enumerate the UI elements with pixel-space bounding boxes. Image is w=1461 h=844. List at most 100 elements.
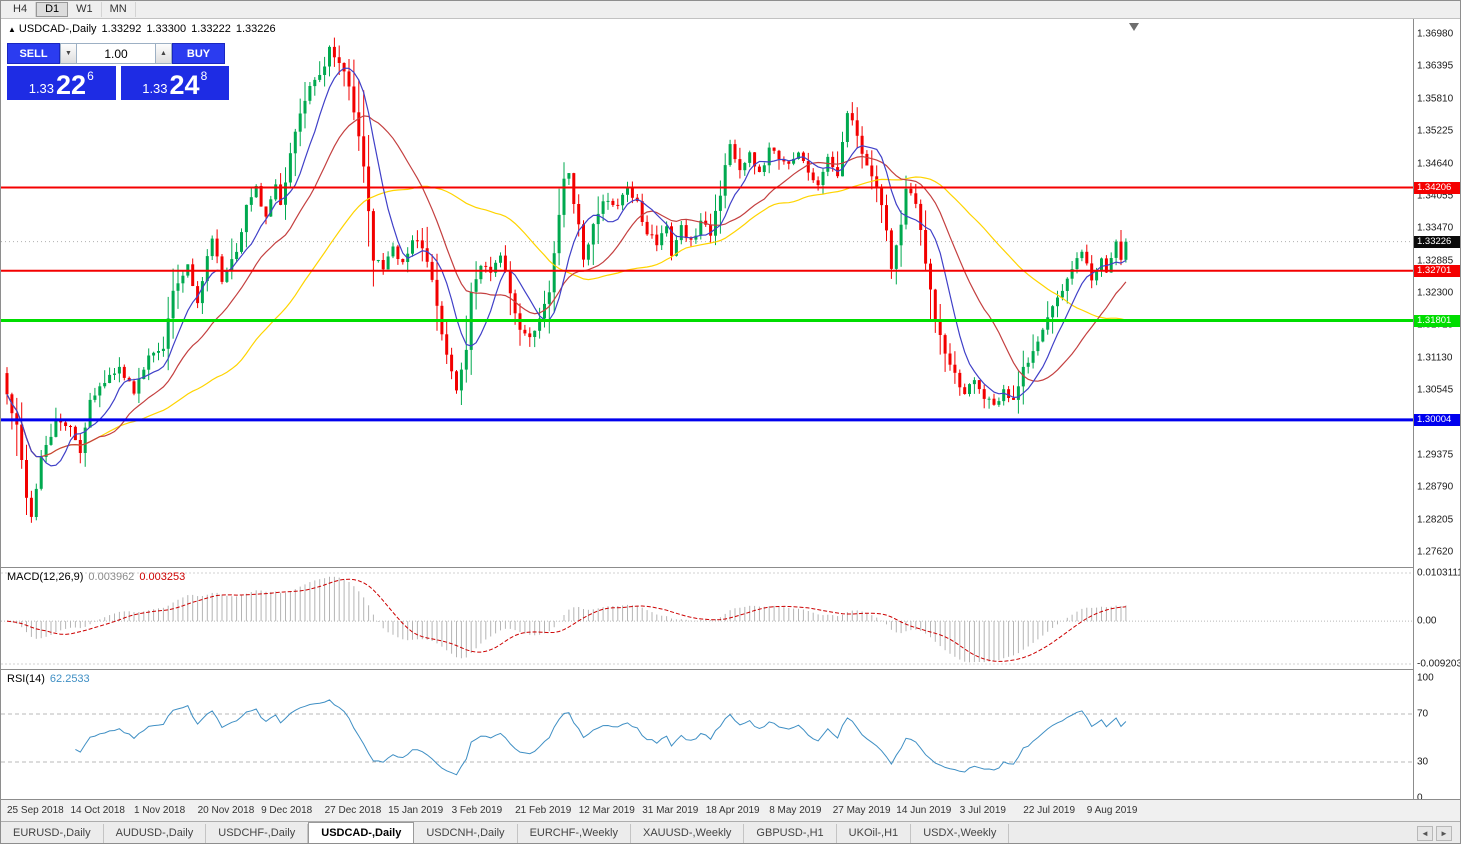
macd-signal-value: 0.003253 (139, 571, 186, 583)
price-line-label: 1.30004 (1414, 413, 1460, 426)
sell-button[interactable]: SELL (7, 43, 60, 64)
date-tick-label: 25 Sep 2018 (7, 805, 64, 816)
date-tick-label: 14 Oct 2018 (70, 805, 125, 816)
ohlc-open: 1.33292 (101, 23, 142, 35)
date-tick-label: 27 May 2019 (832, 805, 891, 816)
buy-button[interactable]: BUY (172, 43, 225, 64)
price-tick-label: 1.35810 (1417, 93, 1454, 105)
price-tick-label: 1.30545 (1417, 384, 1454, 396)
date-tick-label: 27 Dec 2018 (324, 805, 382, 816)
macd-tick-label: 0.00 (1417, 615, 1437, 627)
date-tick-label: 8 May 2019 (769, 805, 822, 816)
date-tick-label: 12 Mar 2019 (578, 805, 635, 816)
chart-tab-xauusd-weekly[interactable]: XAUUSD-,Weekly (631, 824, 745, 843)
date-tick-label: 9 Dec 2018 (261, 805, 313, 816)
ohlc-low: 1.33222 (191, 23, 231, 35)
timeframe-button-w1[interactable]: W1 (68, 2, 102, 17)
rsi-value: 62.2533 (49, 673, 90, 685)
chart-tab-usdcad-daily[interactable]: USDCAD-,Daily (308, 822, 415, 843)
date-tick-label: 18 Apr 2019 (705, 805, 760, 816)
price-axis: 1.36980 1.36395 1.35810 1.35225 1.34640 1.340… (1414, 19, 1461, 804)
bid-price-big: 22 (56, 70, 87, 101)
macd-tick-label: 0.0103111 (1417, 567, 1461, 579)
rsi-indicator-label: RSI(14) 62.2533 (7, 673, 90, 685)
price-tick-label: 1.36980 (1417, 28, 1454, 40)
bid-price-prefix: 1.33 (28, 81, 55, 97)
ask-price-big: 24 (169, 70, 200, 101)
date-tick-label: 15 Jan 2019 (388, 805, 444, 816)
tab-scroll-right-button[interactable]: ► (1436, 826, 1452, 841)
rsi-tick-label: 0 (1417, 792, 1423, 804)
price-tick-label: 1.35225 (1417, 125, 1454, 137)
price-tick-label: 1.31130 (1417, 352, 1453, 364)
macd-tick-label: -0.0092033 (1417, 658, 1460, 670)
price-line-label: 1.32701 (1414, 264, 1460, 277)
chart-tab-usdcnh-daily[interactable]: USDCNH-,Daily (414, 824, 518, 843)
price-tick-label: 1.28790 (1417, 481, 1454, 493)
chart-area: 1.36980 1.36395 1.35810 1.35225 1.34640 1.340… (1, 19, 1460, 821)
panel-splitter[interactable] (1, 669, 1460, 670)
ask-price-prefix: 1.33 (142, 81, 168, 97)
price-tick-label: 1.28205 (1417, 514, 1454, 525)
macd-indicator-label: MACD(12,26,9) 0.003962 0.003253 (7, 571, 185, 583)
date-tick-label: 20 Nov 2018 (197, 805, 255, 816)
date-tick-label: 14 Jun 2019 (896, 805, 952, 816)
volume-input[interactable] (77, 43, 155, 64)
price-line-label: 1.31801 (1414, 314, 1460, 327)
rsi-tick-label: 70 (1417, 708, 1429, 720)
price-line-label: 1.34206 (1414, 181, 1460, 194)
chart-tab-eurchf-weekly[interactable]: EURCHF-,Weekly (518, 824, 631, 843)
timeframe-button-mn[interactable]: MN (102, 2, 136, 17)
chart-tab-audusd-daily[interactable]: AUDUSD-,Daily (104, 824, 207, 843)
date-tick-label: 31 Mar 2019 (642, 805, 699, 816)
panel-splitter[interactable] (1, 567, 1460, 568)
date-tick-label: 3 Jul 2019 (959, 805, 1006, 816)
chart-tab-gbpusd-h1[interactable]: GBPUSD-,H1 (744, 824, 837, 843)
date-tick-label: 1 Nov 2018 (134, 805, 186, 816)
rsi-name: RSI(14) (7, 673, 45, 685)
buy-quote-button[interactable]: 1.33 24 8 (120, 66, 229, 101)
price-chart-canvas[interactable] (1, 19, 1413, 567)
ask-price-pipette: 8 (200, 69, 208, 83)
price-line-label: 1.33226 (1414, 235, 1460, 248)
macd-name: MACD(12,26,9) (7, 571, 84, 583)
volume-increase-button[interactable]: ▲ (155, 43, 172, 64)
price-tick-label: 1.33470 (1417, 222, 1454, 234)
timeframe-button-d1[interactable]: D1 (36, 2, 69, 17)
price-tick-label: 1.34640 (1417, 158, 1454, 169)
volume-decrease-button[interactable]: ▼ (60, 43, 77, 64)
tab-scroll-left-button[interactable]: ◄ (1417, 826, 1433, 841)
rsi-tick-label: 30 (1417, 756, 1429, 768)
macd-chart-canvas[interactable] (1, 568, 1413, 669)
chart-title: ▲ USDCAD-,Daily 1.33292 1.33300 1.33222 1.332… (8, 23, 276, 35)
chart-tab-eurusd-daily[interactable]: EURUSD-,Daily (1, 824, 104, 843)
price-tick-label: 1.27620 (1417, 546, 1454, 558)
ohlc-high: 1.33300 (146, 23, 187, 35)
macd-main-value: 0.003962 (88, 571, 135, 583)
price-tick-label: 1.34055 (1417, 190, 1454, 202)
date-axis: 25 Sep 2018 14 Oct 2018 1 Nov 2018 20 Nov 2… (1, 799, 1460, 821)
timeframe-toolbar: H4 D1 W1 MN (1, 1, 1460, 19)
rsi-tick-label: 100 (1417, 672, 1434, 684)
timeframe-button-h4[interactable]: H4 (5, 2, 37, 17)
rsi-chart-canvas[interactable] (1, 670, 1413, 799)
price-tick-label: 1.29375 (1417, 449, 1454, 461)
price-tick-label: 1.32300 (1417, 287, 1454, 299)
ohlc-close: 1.33226 (235, 23, 276, 35)
price-axis-border (1413, 19, 1414, 799)
date-tick-label: 3 Feb 2019 (451, 805, 503, 816)
date-tick-label: 21 Feb 2019 (515, 805, 572, 816)
price-tick-label: 1.36395 (1417, 60, 1454, 72)
chart-marker-icon: ▲ (8, 25, 16, 34)
chart-tab-usdchf-daily[interactable]: USDCHF-,Daily (206, 824, 309, 843)
chart-tab-ukoil-h1[interactable]: UKOil-,H1 (837, 824, 912, 843)
chart-tabs-bar: EURUSD-,Daily AUDUSD-,Daily USDCHF-,Daily U… (1, 821, 1460, 843)
sell-quote-button[interactable]: 1.33 22 6 (7, 66, 116, 100)
bid-price-pipette: 6 (87, 69, 94, 83)
chart-tab-usdx-weekly[interactable]: USDX-,Weekly (911, 824, 1010, 843)
tab-nav: ◄ ► (1417, 826, 1460, 843)
price-tick-label: 1.32885 (1417, 255, 1454, 267)
date-tick-label: 22 Jul 2019 (1023, 805, 1076, 816)
